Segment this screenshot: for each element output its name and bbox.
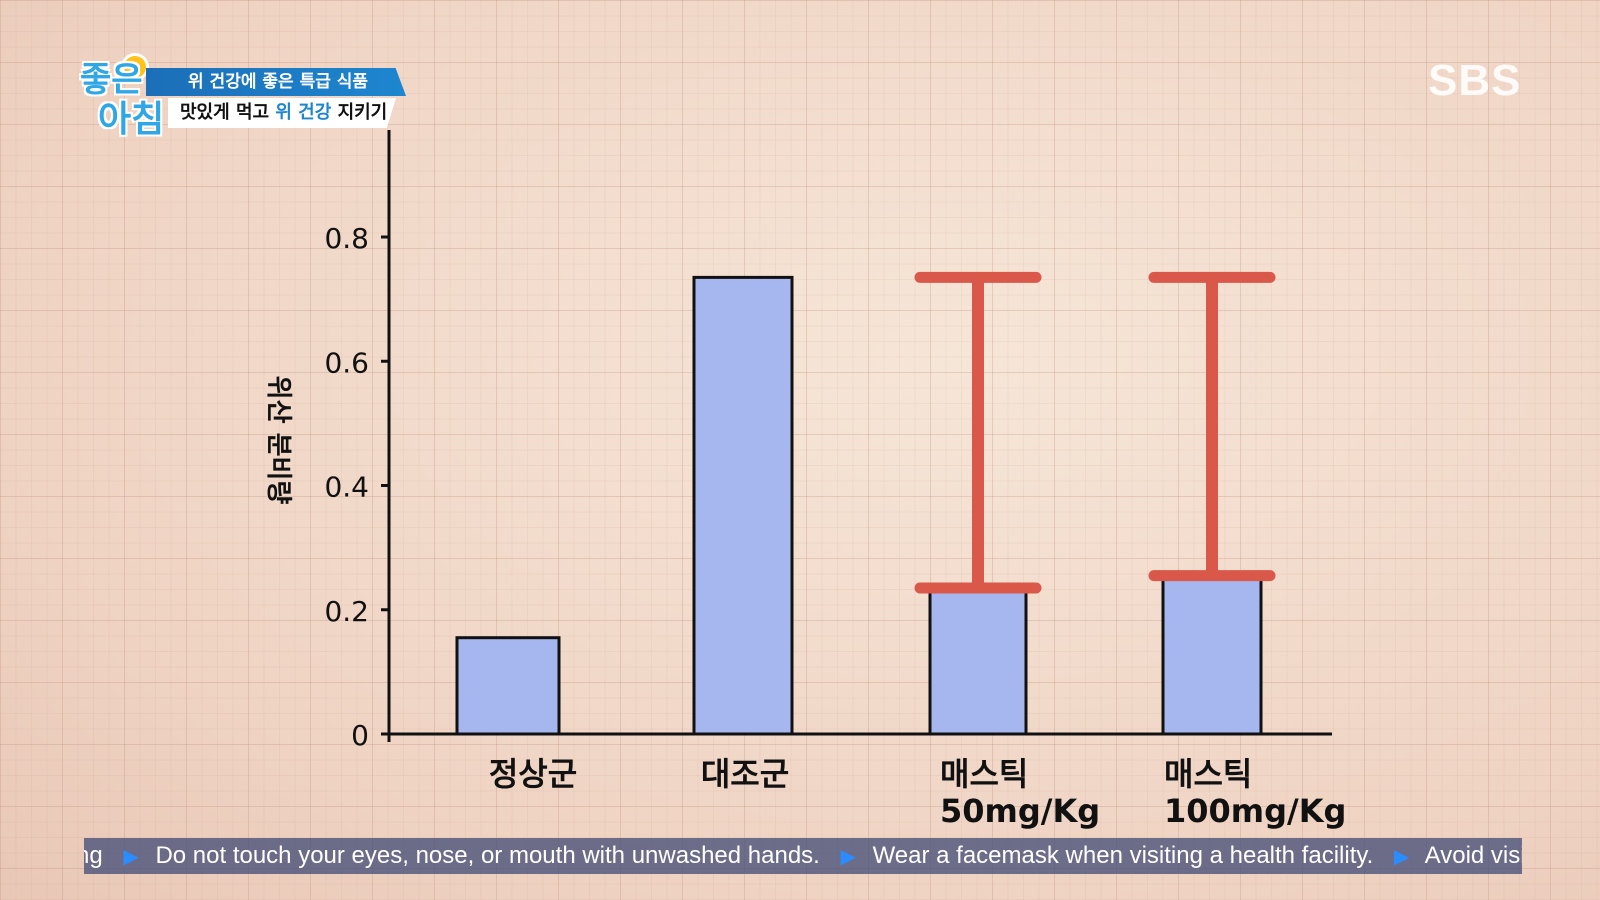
subtitle-part-1: 맛있게 먹고: [180, 102, 276, 123]
broadcaster-watermark: SBS: [1428, 56, 1522, 105]
y-tick-label: 0.8: [324, 222, 369, 255]
ticker-item-2: Wear a facemask when visiting a health f…: [872, 842, 1374, 869]
y-tick-label: 0: [351, 719, 369, 752]
bar: [1161, 574, 1263, 736]
bar: [455, 636, 561, 736]
y-tick-label: 0.2: [324, 595, 369, 628]
bar: [928, 586, 1028, 736]
bar: [692, 275, 794, 736]
y-axis-label: 위산 분비량: [263, 376, 293, 505]
ticker-item-3: Avoid visit: [1424, 842, 1522, 869]
logo-line-2: 아침: [98, 99, 165, 140]
x-category-label: 매스틱: [1164, 755, 1252, 793]
logo-line-1: 좋은: [80, 60, 143, 100]
y-tick-label: 0.6: [324, 346, 369, 379]
ticker-arrow-icon: ▶: [840, 846, 856, 868]
y-tick-label: 0.4: [324, 471, 369, 504]
x-category-label: 매스틱: [940, 755, 1028, 793]
ticker-inner: ng ▶ Do not touch your eyes, nose, or mo…: [84, 838, 1522, 874]
x-category-label: 100mg/Kg: [1164, 792, 1346, 830]
episode-title: 위 건강에 좋은 특급 식품: [146, 68, 406, 96]
ticker-arrow-icon: ▶: [123, 846, 139, 868]
subtitle-highlight: 위 건강: [275, 102, 332, 123]
news-ticker: ng ▶ Do not touch your eyes, nose, or mo…: [84, 838, 1522, 874]
program-logo: 좋은 아침: [80, 52, 172, 142]
program-logo-banner: 좋은 아침 위 건강에 좋은 특급 식품 맛있게 먹고 위 건강 지키기: [76, 52, 416, 142]
ticker-item-1: Do not touch your eyes, nose, or mouth w…: [155, 842, 820, 869]
x-category-label: 정상군: [489, 755, 577, 793]
x-category-label: 대조군: [701, 755, 789, 793]
x-category-label: 50mg/Kg: [940, 792, 1100, 830]
ticker-item-0: ng: [84, 842, 103, 869]
sun-icon: [124, 56, 146, 78]
ticker-arrow-icon: ▶: [1393, 846, 1410, 868]
episode-subtitle: 맛있게 먹고 위 건강 지키기: [168, 98, 396, 128]
subtitle-part-2: 지키기: [331, 102, 388, 123]
